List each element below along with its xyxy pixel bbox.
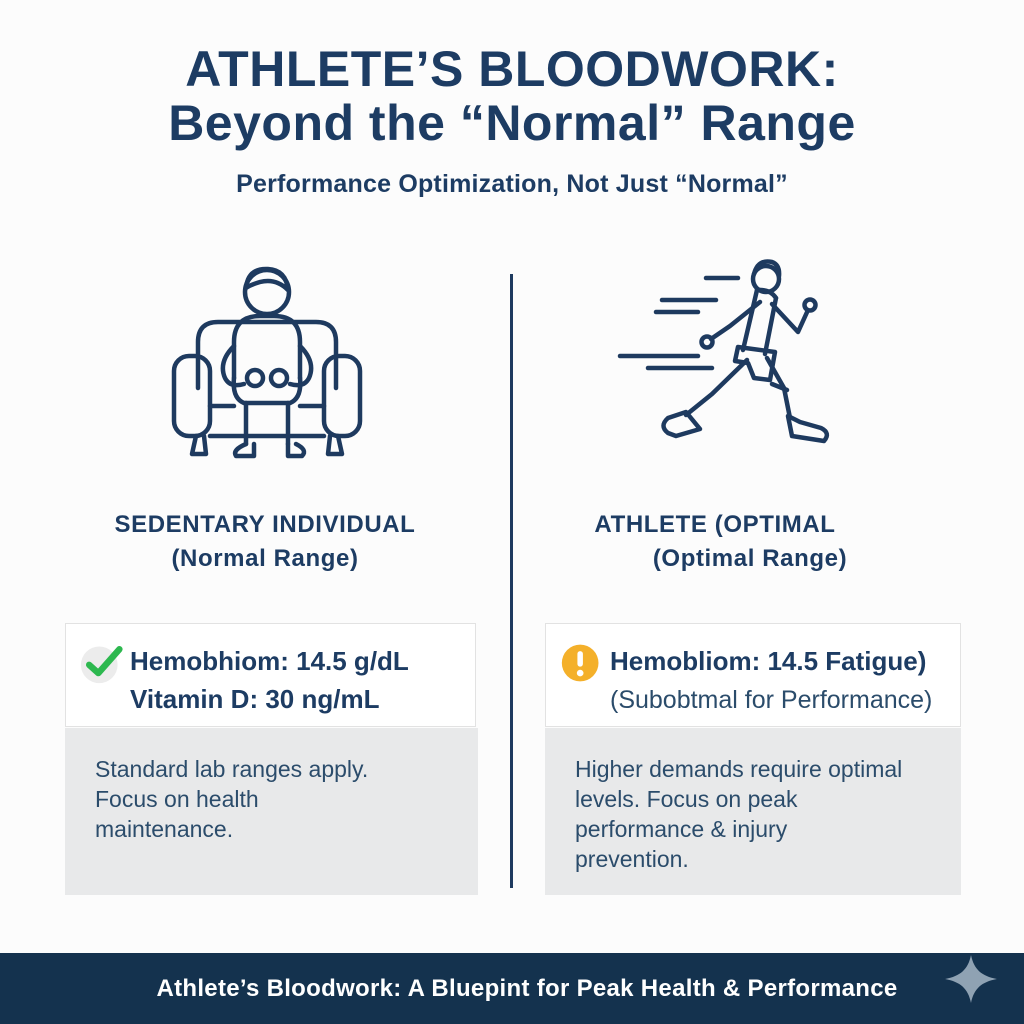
right-heading-line2: (Optimal Range) — [652, 545, 848, 572]
runner-icon — [617, 259, 830, 444]
right-column-heading: ATHLETE (OPTIMAL (Optimal Range) — [540, 508, 960, 576]
footer-bar: Athlete’s Bloodwork: A Bluepint for Peak… — [0, 953, 1024, 1024]
right-note-card: Higher demands require optimal levels. F… — [545, 728, 961, 895]
check-icon — [80, 646, 123, 684]
right-result-line2: (Subobtmal for Performance) — [610, 686, 933, 714]
right-result-lines: Hemobliom: 14.5 Fatigue) (Subobtmal for … — [610, 646, 932, 715]
page-title-line2: Beyond the “Normal” Range — [168, 95, 856, 151]
right-heading-line1: ATHLETE (OPTIMAL — [594, 511, 836, 538]
left-column-heading: SEDENTARY INDIVIDUAL (Normal Range) — [55, 508, 475, 576]
page-title-line1: ATHLETE’S BLOODWORK: — [185, 41, 839, 97]
right-result-line1: Hemobliom: 14.5 Fatigue) — [610, 646, 927, 676]
left-result-lines: Hemobhiom: 14.5 g/dL Vitamin D: 30 ng/mL — [130, 646, 409, 714]
right-result-card: Hemobliom: 14.5 Fatigue) (Subobtmal for … — [545, 623, 961, 727]
person-on-couch-icon — [171, 266, 363, 459]
left-heading-line1: SEDENTARY INDIVIDUAL — [114, 511, 416, 538]
left-heading-line2: (Normal Range) — [171, 545, 359, 572]
footer-text: Athlete’s Bloodwork: A Bluepint for Peak… — [156, 975, 898, 1002]
page-subtitle: Performance Optimization, Not Just “Norm… — [236, 170, 788, 198]
right-note-text: Higher demands require optimal levels. F… — [575, 756, 903, 872]
left-result-card: Hemobhiom: 14.5 g/dL Vitamin D: 30 ng/mL — [65, 623, 476, 727]
left-result-line2: Vitamin D: 30 ng/mL — [130, 684, 380, 714]
sparkle-icon — [945, 955, 997, 1003]
page-title: ATHLETE’S BLOODWORK: Beyond the “Normal”… — [0, 42, 1024, 150]
column-divider-line — [510, 274, 513, 888]
warning-icon — [561, 644, 599, 682]
left-note-text: Standard lab ranges apply. Focus on heal… — [95, 756, 369, 842]
left-result-line1: Hemobhiom: 14.5 g/dL — [130, 646, 409, 676]
left-note-card: Standard lab ranges apply. Focus on heal… — [65, 728, 478, 895]
